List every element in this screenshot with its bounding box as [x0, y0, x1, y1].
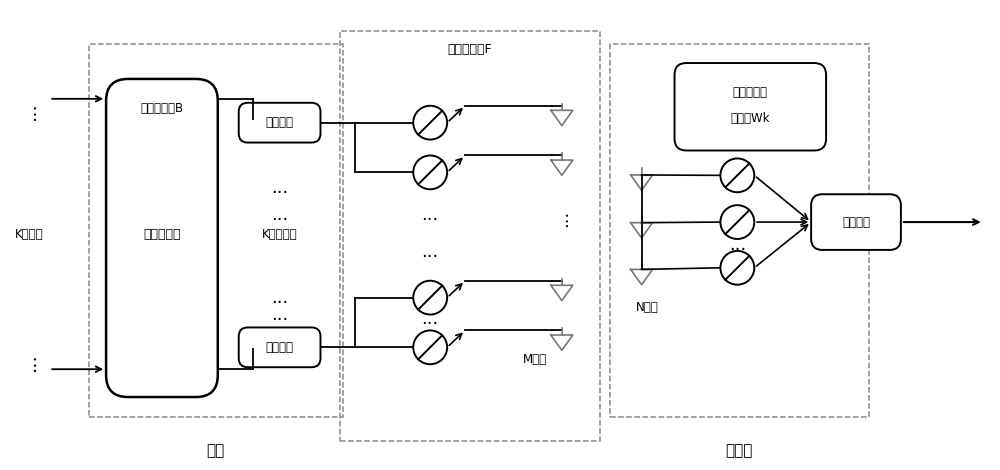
FancyBboxPatch shape: [106, 79, 218, 397]
Circle shape: [413, 281, 447, 314]
Text: ...: ...: [553, 210, 571, 227]
Text: 模拟预编码F: 模拟预编码F: [448, 43, 492, 55]
FancyBboxPatch shape: [811, 194, 901, 250]
Text: 形向量Wk: 形向量Wk: [731, 112, 770, 125]
Text: 基站: 基站: [207, 443, 225, 458]
Circle shape: [413, 156, 447, 189]
Circle shape: [720, 205, 754, 239]
Text: 射频电路: 射频电路: [266, 116, 294, 129]
Text: ...: ...: [422, 206, 439, 224]
Text: ...: ...: [271, 289, 288, 306]
Text: 数字预编码B: 数字预编码B: [140, 102, 184, 115]
Circle shape: [720, 251, 754, 285]
Text: M天线: M天线: [523, 353, 547, 366]
Text: ...: ...: [20, 352, 39, 371]
Circle shape: [413, 330, 447, 364]
Text: ...: ...: [422, 311, 439, 329]
Text: N天线: N天线: [636, 301, 659, 314]
Text: 接收波束赋: 接收波束赋: [733, 86, 768, 99]
FancyBboxPatch shape: [675, 63, 826, 150]
Text: 射频电路: 射频电路: [842, 216, 870, 228]
Text: ...: ...: [271, 206, 288, 224]
Text: K数据流: K数据流: [15, 228, 44, 242]
Text: 射频电路: 射频电路: [266, 341, 294, 354]
Text: ...: ...: [422, 243, 439, 261]
Text: 数字预编码: 数字预编码: [143, 228, 181, 242]
Text: K射频电路: K射频电路: [262, 228, 297, 242]
FancyBboxPatch shape: [239, 103, 320, 142]
Text: ...: ...: [271, 306, 288, 323]
Text: ...: ...: [20, 102, 39, 120]
Text: ...: ...: [729, 236, 746, 254]
FancyBboxPatch shape: [239, 328, 320, 367]
Circle shape: [720, 158, 754, 192]
Circle shape: [413, 106, 447, 140]
Text: ...: ...: [271, 179, 288, 197]
Text: 用户端: 用户端: [726, 443, 753, 458]
